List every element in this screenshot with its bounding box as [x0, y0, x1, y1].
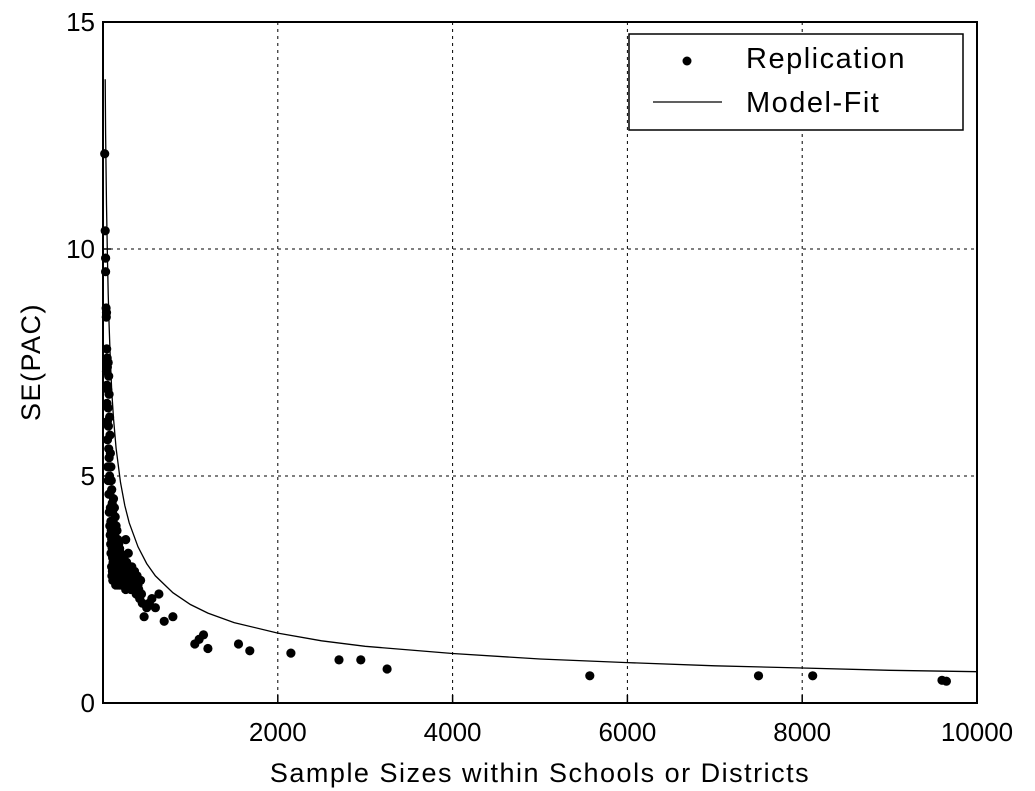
- replication-point: [101, 308, 112, 318]
- replication-point: [106, 475, 116, 486]
- replication-point: [245, 646, 255, 656]
- x-tick-label: 10000: [941, 717, 1013, 747]
- replication-point: [286, 648, 296, 658]
- replication-point: [102, 344, 112, 354]
- y-tick-label: 10: [66, 234, 95, 264]
- legend-label-model-fit: Model-Fit: [746, 87, 880, 119]
- replication-point: [100, 149, 110, 159]
- replication-point: [136, 575, 146, 586]
- y-axis-label: SE(PAC): [16, 303, 46, 421]
- replication-point: [233, 639, 244, 649]
- legend: Replication Model-Fit: [628, 33, 964, 131]
- replication-point: [107, 485, 117, 495]
- x-tick-label: 2000: [249, 717, 307, 747]
- replication-point: [112, 525, 122, 536]
- replication-point: [108, 494, 119, 504]
- replication-point: [103, 421, 113, 431]
- replication-point: [109, 503, 119, 513]
- replication-point: [150, 603, 160, 613]
- replication-point: [147, 594, 157, 604]
- replication-point: [382, 664, 392, 674]
- replication-point: [100, 226, 110, 236]
- replication-point: [585, 671, 595, 681]
- replication-point: [104, 371, 114, 381]
- x-tick-label: 6000: [598, 717, 656, 747]
- replication-point: [198, 630, 209, 640]
- y-tick-label: 0: [81, 688, 95, 718]
- replication-point: [941, 676, 952, 686]
- replication-point: [103, 357, 113, 368]
- grid: [103, 22, 977, 703]
- replication-point: [139, 612, 149, 622]
- legend-marker-replication: [682, 56, 692, 66]
- x-tick-label: 8000: [773, 717, 831, 747]
- replication-point: [105, 412, 115, 422]
- replication-point: [334, 655, 344, 665]
- replication-point: [753, 671, 764, 681]
- replication-point: [105, 430, 115, 440]
- replication-point: [154, 589, 164, 599]
- replication-point: [105, 448, 115, 458]
- y-tick-label: 15: [66, 7, 95, 37]
- replication-point: [103, 403, 113, 413]
- x-tick-label: 4000: [424, 717, 482, 747]
- replication-point: [110, 512, 120, 522]
- replication-point: [121, 535, 131, 545]
- legend-label-replication: Replication: [746, 43, 906, 75]
- plot-frame: [102, 21, 978, 704]
- replication-point: [106, 462, 116, 472]
- replication-point: [104, 389, 114, 399]
- x-axis-label: Sample Sizes within Schools or Districts: [270, 758, 810, 788]
- replication-point: [123, 548, 133, 558]
- replication-point: [159, 616, 169, 626]
- y-tick-label: 5: [81, 461, 95, 491]
- replication-point: [136, 589, 147, 599]
- replication-point: [203, 643, 213, 654]
- legend-box: [628, 33, 964, 131]
- replication-point: [808, 671, 818, 681]
- axis-ticks: 2000 4000 6000 8000 10000 0 5 10 15: [66, 7, 1013, 747]
- replication-point: [168, 612, 178, 622]
- replication-point: [356, 655, 366, 665]
